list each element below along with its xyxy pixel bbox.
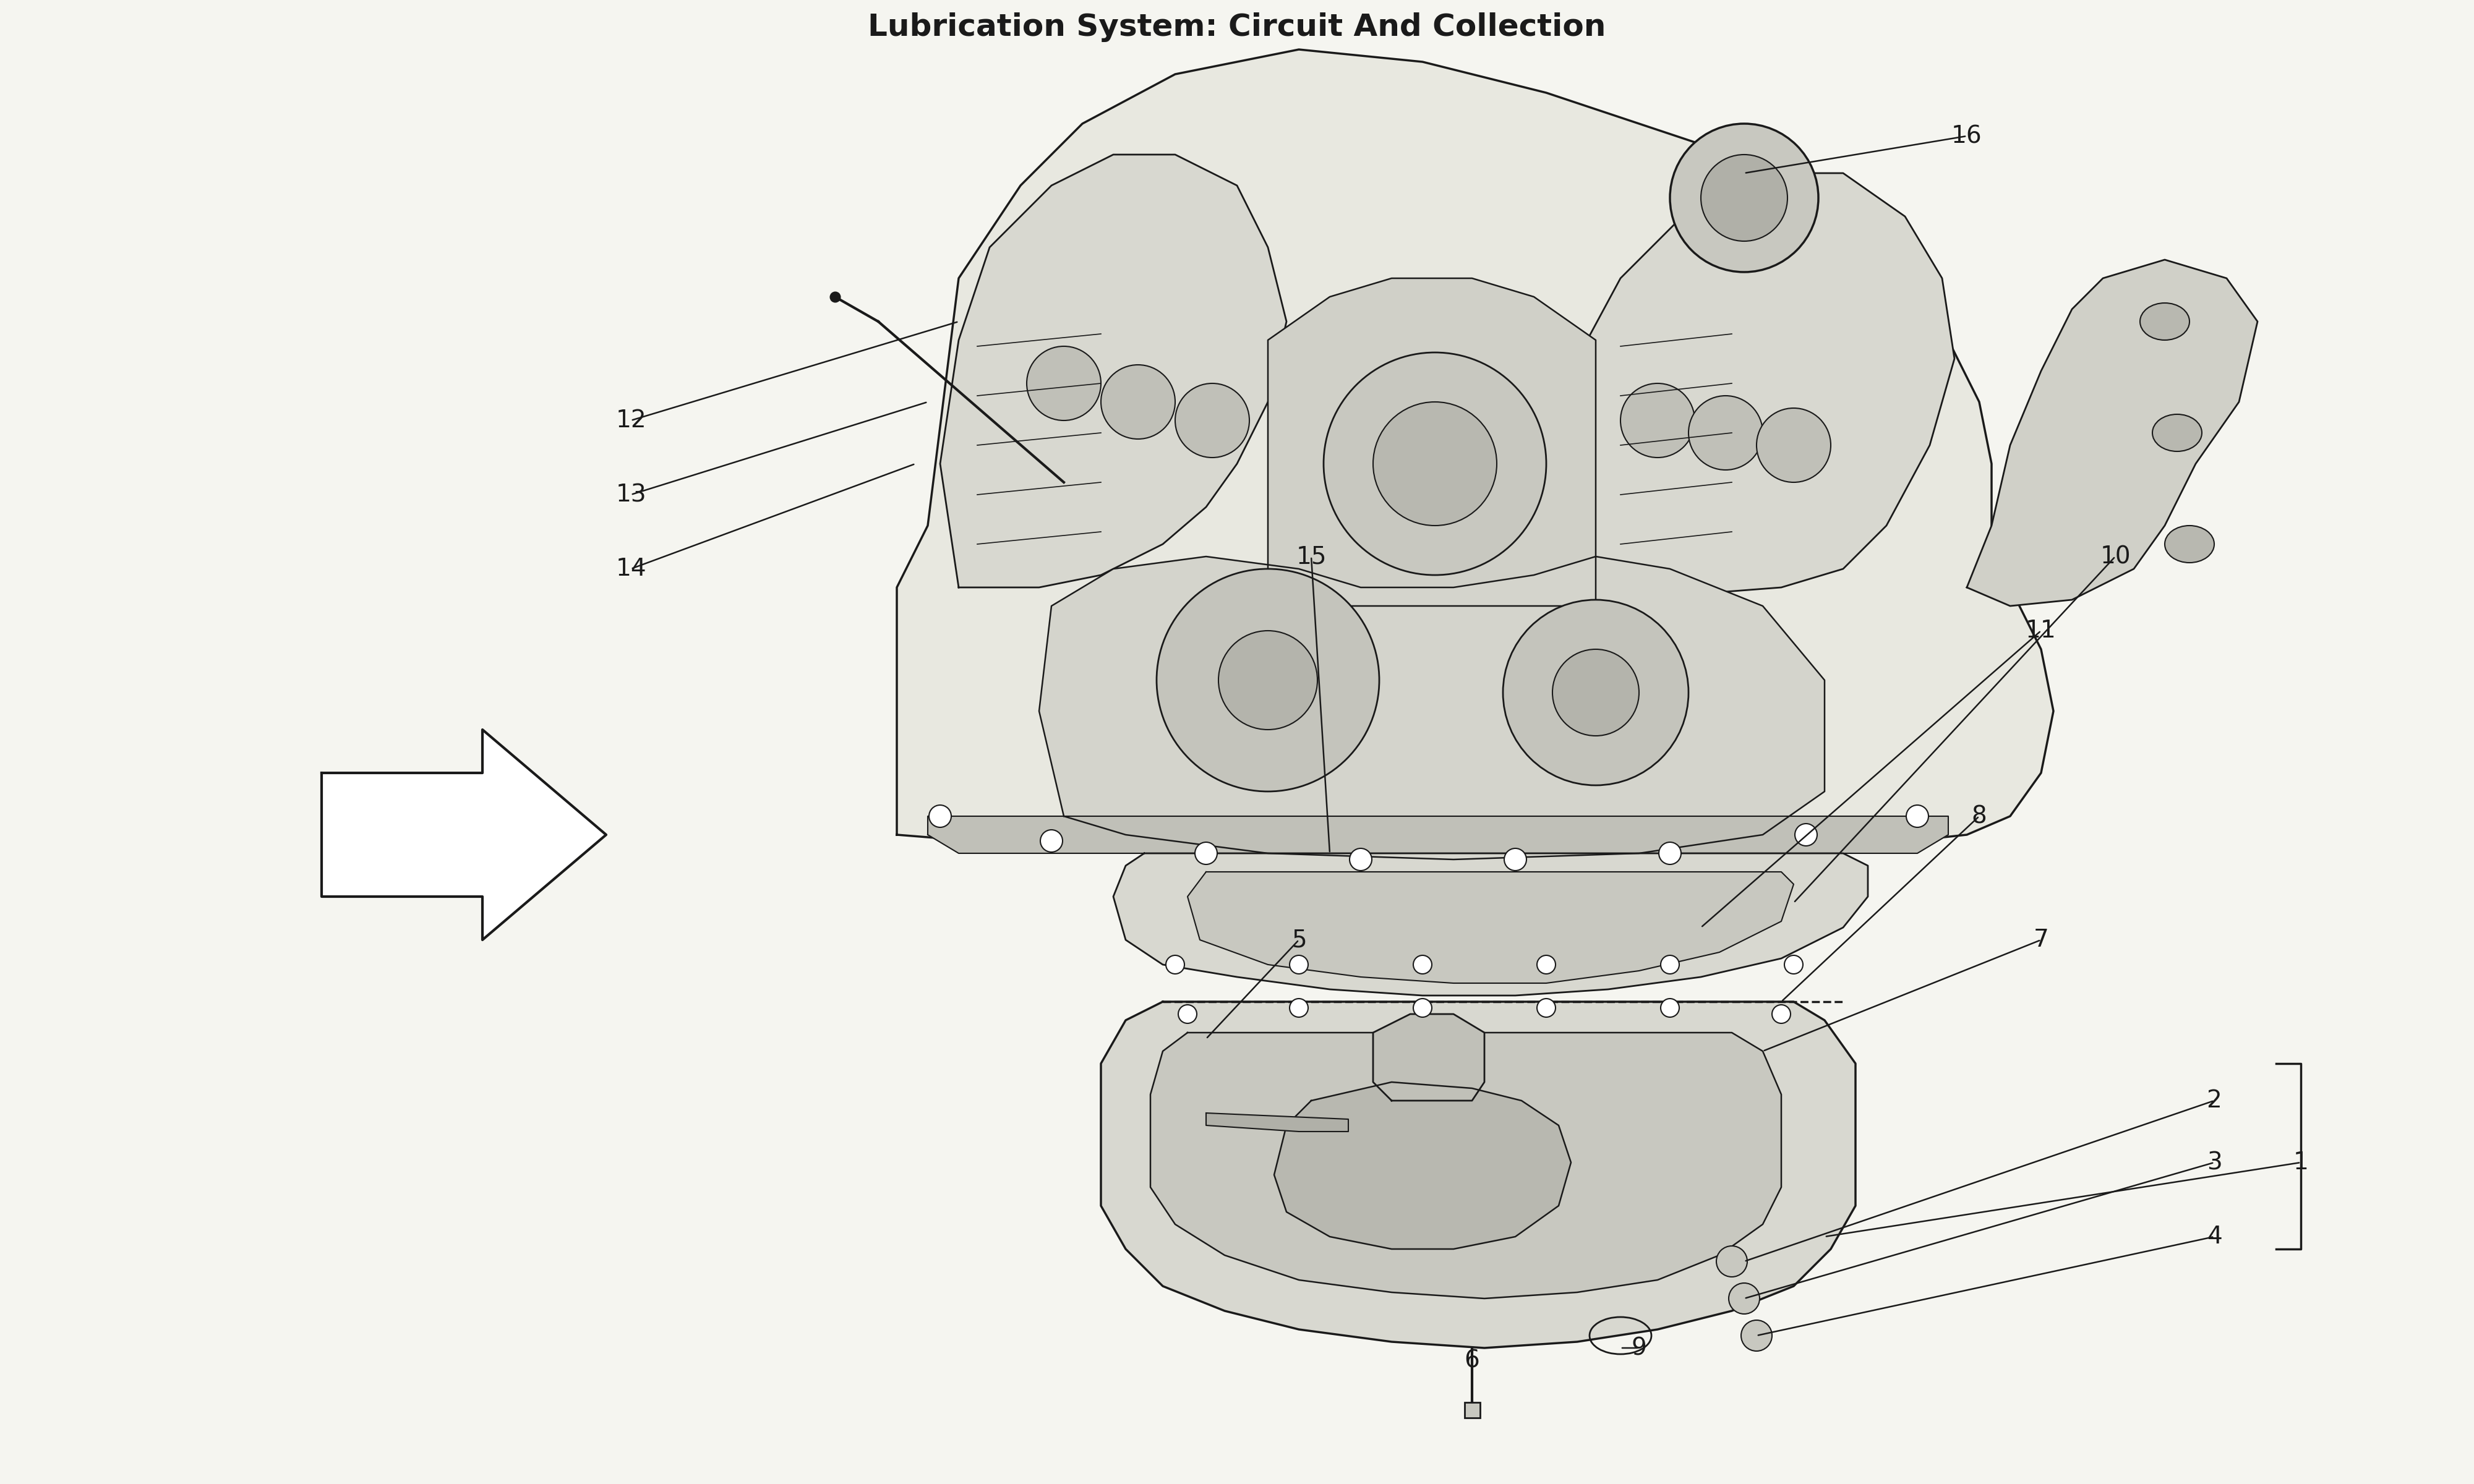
Circle shape xyxy=(1351,849,1371,871)
Text: 2: 2 xyxy=(2207,1089,2222,1113)
Text: 3: 3 xyxy=(2207,1150,2222,1174)
Circle shape xyxy=(1742,1321,1771,1350)
Circle shape xyxy=(1195,841,1217,864)
Text: 4: 4 xyxy=(2207,1224,2222,1248)
Text: 16: 16 xyxy=(1952,125,1982,148)
Circle shape xyxy=(1178,1005,1197,1024)
Circle shape xyxy=(1413,999,1432,1017)
Text: 12: 12 xyxy=(616,408,646,432)
Polygon shape xyxy=(896,49,2053,865)
Circle shape xyxy=(1620,383,1695,457)
Circle shape xyxy=(1687,396,1761,470)
Circle shape xyxy=(1554,650,1638,736)
Text: 1: 1 xyxy=(2293,1150,2308,1174)
Polygon shape xyxy=(1101,1002,1856,1347)
Text: 6: 6 xyxy=(1465,1349,1479,1373)
Text: 14: 14 xyxy=(616,556,646,580)
Polygon shape xyxy=(1113,853,1868,996)
Circle shape xyxy=(930,804,950,828)
Text: 8: 8 xyxy=(1972,804,1987,828)
Polygon shape xyxy=(1373,1014,1484,1101)
Circle shape xyxy=(1536,956,1556,974)
Ellipse shape xyxy=(2152,414,2202,451)
Circle shape xyxy=(1373,402,1497,525)
Polygon shape xyxy=(1267,279,1596,605)
Circle shape xyxy=(1175,383,1249,457)
Circle shape xyxy=(1101,365,1175,439)
Polygon shape xyxy=(1274,1082,1571,1250)
Circle shape xyxy=(1796,824,1816,846)
Text: 13: 13 xyxy=(616,482,646,506)
Text: Lubrication System: Circuit And Collection: Lubrication System: Circuit And Collecti… xyxy=(868,12,1606,42)
Polygon shape xyxy=(928,816,1950,853)
Circle shape xyxy=(1784,956,1804,974)
Circle shape xyxy=(1771,1005,1791,1024)
Circle shape xyxy=(1039,830,1064,852)
Circle shape xyxy=(1757,408,1831,482)
Polygon shape xyxy=(1559,174,1954,594)
Polygon shape xyxy=(1039,556,1826,859)
Text: 9: 9 xyxy=(1630,1336,1648,1359)
Circle shape xyxy=(1165,956,1185,974)
Text: 15: 15 xyxy=(1296,545,1326,568)
Polygon shape xyxy=(1150,1033,1781,1298)
Ellipse shape xyxy=(2140,303,2189,340)
Circle shape xyxy=(1660,999,1680,1017)
Text: 11: 11 xyxy=(2026,619,2056,643)
Circle shape xyxy=(1217,631,1316,730)
Circle shape xyxy=(1158,568,1380,791)
Circle shape xyxy=(1702,154,1786,240)
Circle shape xyxy=(1324,352,1546,574)
Polygon shape xyxy=(1188,871,1794,982)
Polygon shape xyxy=(940,154,1286,588)
Text: 10: 10 xyxy=(2100,545,2130,568)
Circle shape xyxy=(1658,841,1682,864)
Circle shape xyxy=(1504,600,1687,785)
Circle shape xyxy=(1717,1247,1747,1276)
Circle shape xyxy=(1660,956,1680,974)
Ellipse shape xyxy=(2165,525,2214,562)
Polygon shape xyxy=(322,730,606,939)
Circle shape xyxy=(1289,999,1309,1017)
Text: 7: 7 xyxy=(2034,927,2048,951)
Circle shape xyxy=(1536,999,1556,1017)
Polygon shape xyxy=(1207,1113,1348,1131)
Text: 5: 5 xyxy=(1291,927,1306,951)
Circle shape xyxy=(1289,956,1309,974)
Circle shape xyxy=(1504,849,1526,871)
Polygon shape xyxy=(1967,260,2256,605)
Circle shape xyxy=(1027,346,1101,420)
Circle shape xyxy=(1729,1284,1759,1313)
Circle shape xyxy=(1413,956,1432,974)
Circle shape xyxy=(1905,804,1930,828)
Circle shape xyxy=(1670,123,1818,272)
